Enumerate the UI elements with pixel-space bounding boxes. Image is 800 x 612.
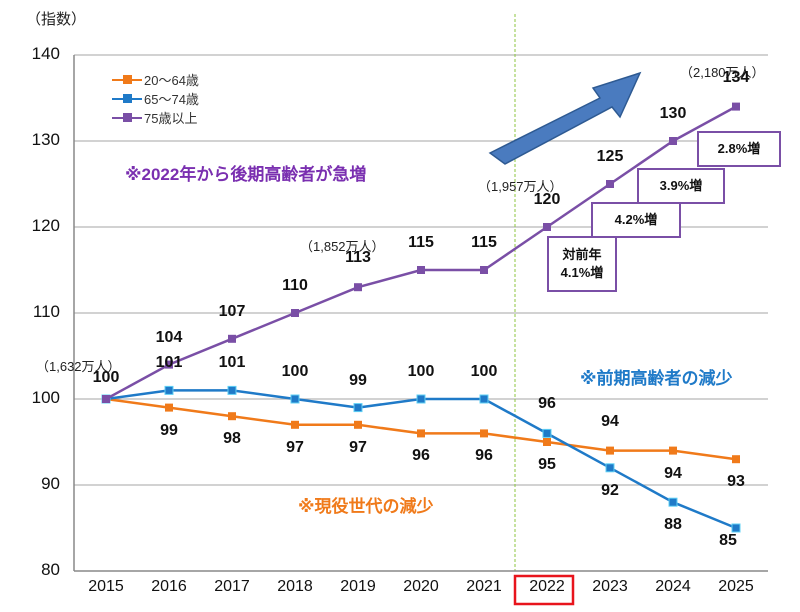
population-2025: （2,180万人） <box>680 65 765 80</box>
highlight-2022-box <box>513 574 575 606</box>
data-label: 85 <box>719 532 737 549</box>
data-label: 88 <box>664 516 682 534</box>
growth-label: 4.1%増 <box>560 265 604 280</box>
population-2022: （1,957万人） <box>478 179 563 194</box>
x-tick-label: 2017 <box>214 578 250 595</box>
gridlines <box>74 54 768 486</box>
x-tick-label: 2019 <box>340 578 376 595</box>
y-tick-label: 110 <box>32 302 60 321</box>
data-label: 92 <box>601 481 619 499</box>
population-2019: （1,852万人） <box>300 239 385 254</box>
legend-label: 20～64歳 <box>144 73 199 88</box>
legend: 20～64歳 65～74歳 75歳以上 <box>112 70 199 127</box>
data-label: 100 <box>281 363 309 380</box>
y-tick-label: 130 <box>31 130 60 149</box>
annotation-early-elderly-decrease: ※前期高齢者の減少 <box>580 369 733 388</box>
x-tick-label: 2020 <box>403 578 439 595</box>
y-tick-label: 140 <box>31 44 60 63</box>
growth-label: 3.9%増 <box>659 178 703 193</box>
population-2015: （1,632万人） <box>36 359 121 374</box>
data-label: 104 <box>155 328 183 346</box>
data-label: 113 <box>345 249 371 267</box>
data-label: 98 <box>223 430 241 448</box>
y-axis-unit: （指数） <box>26 11 87 28</box>
blue-square-marker-icon <box>112 93 142 103</box>
y-tick-label: 120 <box>31 216 60 235</box>
axes <box>73 55 768 572</box>
x-tick-label: 2023 <box>592 578 628 595</box>
x-tick-label: 2018 <box>277 578 313 595</box>
growth-label: 4.2%増 <box>614 212 658 227</box>
orange-square-marker-icon <box>112 74 142 84</box>
data-label: 97 <box>349 438 367 456</box>
x-tick-label: 2021 <box>466 578 502 595</box>
data-label: 99 <box>349 371 367 389</box>
data-label: 134 <box>722 68 750 86</box>
data-label: 100 <box>470 363 498 380</box>
annotation-late-elderly-increase: ※2022年から後期高齢者が急増 <box>125 165 367 184</box>
x-tick-label: 2016 <box>151 578 187 595</box>
legend-label: 65～74歳 <box>144 92 199 107</box>
data-label: 120 <box>533 191 561 208</box>
growth-label: 対前年 <box>562 247 602 262</box>
data-label: 93 <box>727 473 745 491</box>
legend-item-65-74: 65～74歳 <box>112 89 199 108</box>
legend-item-20-64: 20～64歳 <box>112 70 199 89</box>
growth-label: 2.8%増 <box>717 141 761 156</box>
data-label: 96 <box>412 447 430 465</box>
growth-box-2024: 3.9%増 <box>637 168 725 204</box>
purple-square-marker-icon <box>112 112 142 122</box>
y-tick-label: 80 <box>41 560 60 579</box>
data-label: 97 <box>286 438 304 456</box>
data-label: 125 <box>596 148 624 165</box>
x-tick-label: 2025 <box>718 578 754 595</box>
x-tick-label: 2015 <box>88 578 124 595</box>
data-label: 115 <box>408 234 434 251</box>
data-label: 94 <box>664 464 682 482</box>
series-lines <box>101 102 741 533</box>
x-tick-label: 2024 <box>655 578 691 595</box>
data-label: 100 <box>92 369 120 386</box>
x-tick-label: 2022 <box>529 578 565 595</box>
legend-label: 75歳以上 <box>144 111 198 126</box>
data-label: 94 <box>601 412 619 430</box>
data-label: 95 <box>538 456 556 473</box>
up-trend-arrow-icon <box>488 71 642 165</box>
data-label: 96 <box>538 395 556 413</box>
growth-box-2025: 2.8%増 <box>697 131 781 167</box>
data-label: 115 <box>471 234 497 251</box>
data-label: 110 <box>282 277 308 294</box>
data-label: 99 <box>160 421 178 439</box>
legend-item-75-plus: 75歳以上 <box>112 108 199 127</box>
data-label: 101 <box>218 354 246 372</box>
annotation-working-age-decrease: ※現役世代の減少 <box>298 497 434 516</box>
growth-box-2022: 対前年 4.1%増 <box>547 236 617 292</box>
data-label: 100 <box>407 363 435 380</box>
data-label: 96 <box>475 447 493 465</box>
growth-box-2023: 4.2%増 <box>591 202 681 238</box>
data-label: 107 <box>218 302 246 320</box>
y-tick-label: 100 <box>31 388 60 407</box>
data-label: 101 <box>155 354 183 372</box>
data-label: 130 <box>659 105 687 122</box>
y-tick-label: 90 <box>41 474 60 493</box>
